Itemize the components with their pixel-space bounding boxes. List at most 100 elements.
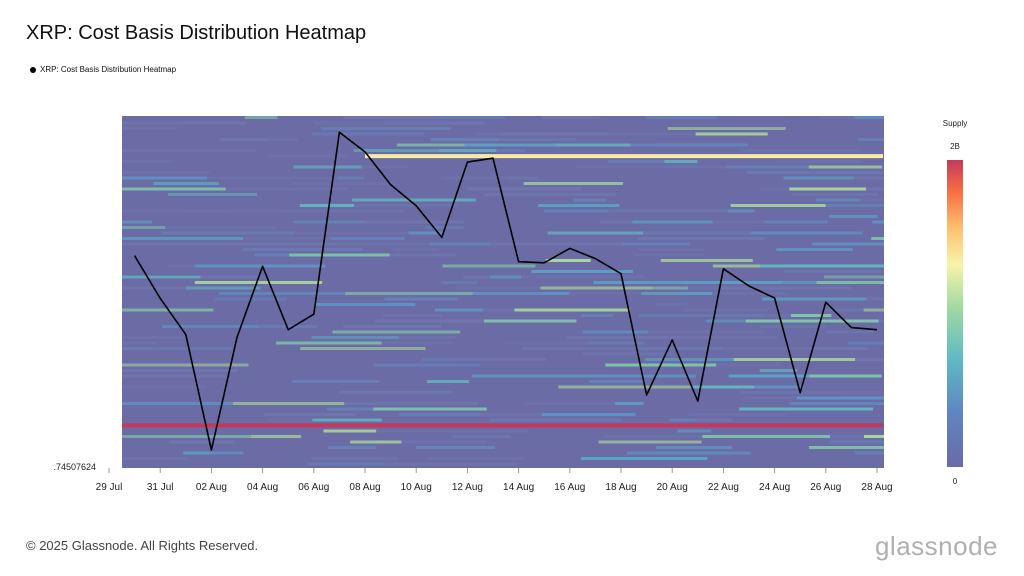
heatmap-cell — [764, 220, 828, 224]
heatmap-cell — [464, 143, 557, 147]
heatmap-cell — [122, 160, 172, 163]
heatmap-cell — [808, 446, 884, 449]
heatmap-cell — [338, 176, 364, 180]
heatmap-cell — [183, 451, 210, 455]
heatmap-cell — [750, 231, 863, 235]
heatmap-cell — [231, 242, 336, 246]
heatmap-cell — [311, 457, 399, 460]
heatmap-cell — [641, 292, 681, 295]
heatmap-cell — [338, 391, 453, 394]
heatmap-cell — [541, 116, 600, 119]
heatmap-cell — [812, 347, 869, 350]
heatmap-cell — [614, 402, 644, 405]
colorbar-max-label: 2B — [950, 142, 960, 151]
heatmap-cell — [581, 314, 613, 317]
heatmap-cell — [688, 286, 720, 290]
heatmap-cell — [307, 462, 384, 466]
heatmap-cell — [702, 435, 831, 438]
heatmap-cell — [263, 413, 357, 416]
heatmap-cell — [531, 270, 633, 273]
colorbar-scale — [947, 160, 963, 467]
heatmap-cell — [746, 171, 879, 174]
heatmap-cell — [690, 385, 755, 389]
heatmap-cell — [122, 385, 207, 389]
heatmap-cell — [344, 402, 442, 405]
heatmap-cell — [383, 314, 443, 317]
heatmap-cell — [524, 402, 615, 405]
heatmap-cell — [796, 396, 884, 400]
heatmap-cell — [345, 292, 473, 295]
heatmap-cell — [351, 198, 476, 202]
heatmap-cell — [608, 160, 665, 163]
heatmap-cell — [566, 336, 675, 339]
legend-label: XRP: Cost Basis Distribution Heatmap — [40, 65, 177, 74]
heatmap-cell — [829, 440, 884, 444]
heatmap-cell — [311, 132, 425, 136]
heatmap-cell — [695, 418, 733, 422]
heatmap-cell — [760, 325, 827, 328]
heatmap-cell — [279, 209, 375, 213]
heatmap-cell — [811, 242, 884, 246]
heatmap-cell — [489, 418, 622, 422]
x-tick-label: 10 Aug — [401, 482, 432, 493]
heatmap-cell — [326, 407, 374, 411]
heatmap-cell — [122, 275, 201, 279]
heatmap-cell — [695, 132, 768, 136]
heatmap-cell — [441, 176, 471, 180]
heatmap-cell — [819, 116, 855, 119]
heatmap-cell — [361, 165, 409, 169]
x-tick-label: 12 Aug — [452, 482, 483, 493]
heatmap-cell — [855, 358, 884, 361]
heatmap-cell — [416, 446, 495, 449]
heatmap-cell — [667, 127, 786, 130]
heatmap-cell — [608, 209, 728, 213]
heatmap-cell — [545, 259, 591, 262]
heatmap-cell — [547, 231, 644, 235]
chart-legend[interactable]: XRP: Cost Basis Distribution Heatmap — [30, 65, 176, 74]
heatmap-cell — [680, 292, 713, 295]
x-tick-label: 28 Aug — [861, 482, 892, 493]
heatmap-cell — [162, 325, 260, 328]
heatmap-cell — [722, 347, 813, 350]
heatmap-cell — [556, 143, 631, 147]
heatmap-cell — [332, 330, 461, 334]
heatmap-cell — [829, 215, 878, 218]
heatmap-cell — [789, 187, 867, 191]
heatmap-cell — [569, 292, 642, 295]
heatmap-cell — [854, 176, 884, 180]
heatmap-cell — [194, 264, 326, 268]
heatmap-cell — [389, 253, 457, 257]
heatmap-cell — [293, 165, 362, 169]
heatmap-cell — [122, 237, 244, 240]
heatmap-cell — [293, 220, 365, 224]
heatmap-cell — [466, 187, 582, 191]
price-line — [133, 131, 878, 451]
heatmap-cell — [860, 198, 884, 202]
heatmap-cell — [863, 308, 884, 312]
heatmap-cell — [353, 149, 439, 152]
x-tick-label: 20 Aug — [657, 482, 688, 493]
heatmap-cell — [726, 165, 809, 169]
heatmap-cell — [872, 220, 884, 224]
heatmap-cell — [653, 165, 727, 169]
glassnode-logo[interactable]: glassnode — [874, 531, 998, 561]
heatmap-cell — [664, 160, 698, 163]
heatmap-cell — [506, 176, 537, 180]
heatmap-cell — [652, 286, 689, 290]
heatmap-cell — [572, 198, 607, 202]
heatmap-cell — [808, 165, 883, 169]
x-tick-label: 24 Aug — [759, 482, 790, 493]
heatmap-cell — [219, 292, 346, 295]
heatmap-cell — [598, 440, 702, 444]
heatmap-cell — [538, 204, 620, 207]
legend-marker-icon — [30, 66, 36, 73]
heatmap-cell — [244, 116, 278, 119]
heatmap-cell — [374, 319, 484, 323]
heatmap-cell — [207, 176, 338, 180]
heatmap-cell — [470, 176, 507, 180]
heatmap-cell — [122, 363, 249, 367]
heatmap-cell — [373, 407, 487, 411]
heatmap-cell — [759, 187, 790, 191]
heatmap-cell — [728, 374, 810, 378]
